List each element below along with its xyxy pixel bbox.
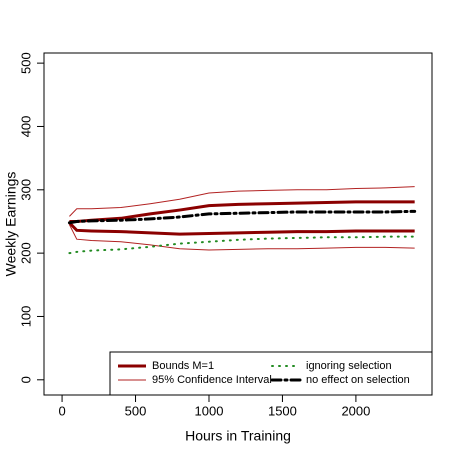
x-tick-label: 500 [125,403,147,418]
legend-label: Bounds M=1 [152,360,214,372]
y-axis-title: Weekly Earnings [3,172,19,277]
plot-box [43,52,433,396]
legend-label: ignoring selection [306,360,392,372]
series-line [68,224,415,251]
y-tick-label: 200 [18,242,33,264]
legend-label: 95% Confidence Interval [152,374,272,386]
x-axis-title: Hours in Training [185,428,291,444]
y-tick-label: 300 [18,179,33,201]
series-line [69,186,415,217]
x-tick-label: 0 [58,403,65,418]
x-tick-label: 2000 [341,403,370,418]
y-tick-label: 0 [18,376,33,383]
x-tick-label: 1500 [268,403,297,418]
series-line [68,221,415,236]
y-tick-label: 500 [18,52,33,74]
y-tick-label: 100 [18,306,33,328]
legend-label: no effect on selection [306,374,410,386]
series-line [68,235,416,255]
series-line [67,209,417,225]
legend-box [109,351,433,396]
y-tick-label: 400 [18,116,33,138]
x-tick-label: 1000 [195,403,224,418]
